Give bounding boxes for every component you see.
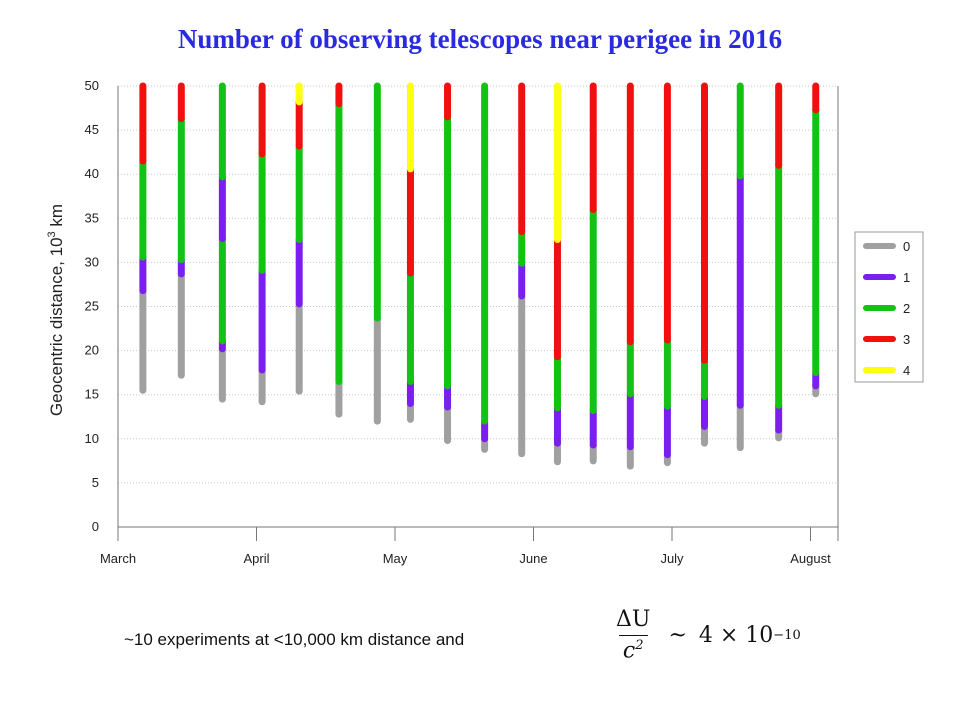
y-tick-label: 5	[92, 475, 99, 490]
legend-label: 3	[903, 332, 910, 347]
formula-numerator: ΔU	[616, 606, 651, 632]
x-tick-label: May	[383, 551, 408, 566]
y-tick-label: 35	[85, 210, 99, 225]
grid-lines	[118, 85, 838, 528]
y-tick-label: 10	[85, 431, 99, 446]
formula-coefficient: 4 × 10	[698, 622, 774, 648]
y-tick-label: 45	[85, 122, 99, 137]
x-tick-labels: March April May June July August	[100, 86, 839, 566]
y-tick-label: 0	[92, 519, 99, 534]
x-tick-label: April	[243, 551, 269, 566]
bars-group	[139, 82, 820, 470]
x-tick-label: July	[660, 551, 684, 566]
y-tick-labels: 0 5 10 15 20 25 30 35 40 45 50	[85, 78, 99, 534]
y-tick-label: 25	[85, 299, 99, 314]
y-tick-label: 50	[85, 78, 99, 93]
y-tick-label: 30	[85, 254, 99, 269]
x-tick-label: August	[790, 551, 831, 566]
y-tick-label: 20	[85, 343, 99, 358]
y-tick-label: 40	[85, 166, 99, 181]
formula-exponent: −10	[773, 627, 801, 643]
formula-denominator: c2	[618, 634, 648, 664]
x-tick-label: March	[100, 551, 136, 566]
y-tick-label: 15	[85, 387, 99, 402]
formula-relation: ~	[668, 622, 687, 648]
y-axis-label: Geocentric distance, 103 km	[46, 204, 66, 416]
legend: 0 1 2 3 4	[854, 231, 924, 383]
formula-denominator-exponent: 2	[635, 637, 644, 653]
formula-denominator-base: c	[622, 638, 636, 664]
legend-label: 0	[903, 239, 910, 254]
axes-group	[117, 86, 838, 528]
chart-title: Number of observing telescopes near peri…	[177, 24, 783, 54]
legend-label: 1	[903, 270, 910, 285]
legend-label: 2	[903, 301, 910, 316]
legend-label: 4	[903, 363, 910, 378]
formula: ΔU c2 ~ 4 × 10 −10	[612, 600, 801, 670]
x-tick-label: June	[519, 551, 547, 566]
formula-fraction: ΔU c2	[612, 607, 654, 663]
footnote-text: ~10 experiments at <10,000 km distance a…	[124, 630, 465, 649]
